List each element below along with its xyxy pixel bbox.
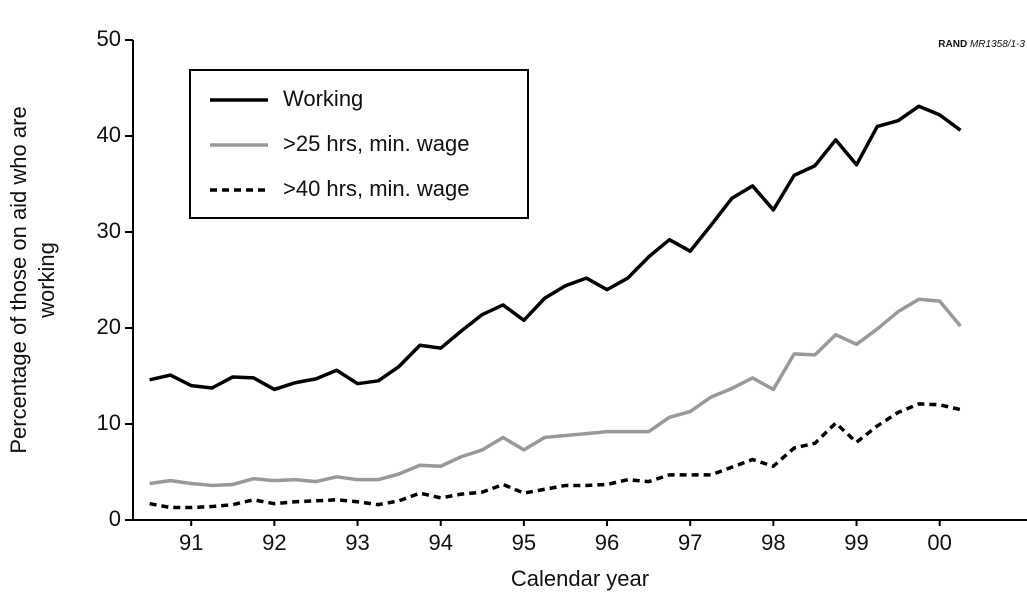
legend-label: >25 hrs, min. wage (283, 131, 469, 156)
source-org: RAND (938, 39, 967, 50)
y-axis-label: working (34, 242, 59, 319)
legend-label: Working (283, 86, 363, 111)
y-tick-label: 50 (97, 26, 121, 51)
x-tick-label: 91 (179, 530, 203, 555)
x-tick-label: 99 (844, 530, 868, 555)
y-axis-label: Percentage of those on aid who are (6, 106, 31, 453)
x-tick-label: 97 (678, 530, 702, 555)
x-tick-label: 94 (428, 530, 452, 555)
x-tick-label: 92 (262, 530, 286, 555)
x-tick-label: 00 (927, 530, 951, 555)
y-tick-label: 40 (97, 122, 121, 147)
source-note: RAND MR1358/1-3 (938, 39, 1025, 50)
series-line (149, 402, 961, 510)
x-tick-label: 95 (512, 530, 536, 555)
y-tick-label: 0 (109, 506, 121, 531)
legend-label: >40 hrs, min. wage (283, 176, 469, 201)
x-tick-label: 93 (345, 530, 369, 555)
series-line (149, 297, 962, 488)
y-tick-label: 20 (97, 314, 121, 339)
x-tick-label: 98 (761, 530, 785, 555)
x-axis-label: Calendar year (511, 566, 649, 591)
source-id: MR1358/1-3 (970, 39, 1025, 50)
x-tick-label: 96 (595, 530, 619, 555)
y-tick-label: 10 (97, 410, 121, 435)
series-line (149, 104, 962, 392)
y-tick-label: 30 (97, 218, 121, 243)
